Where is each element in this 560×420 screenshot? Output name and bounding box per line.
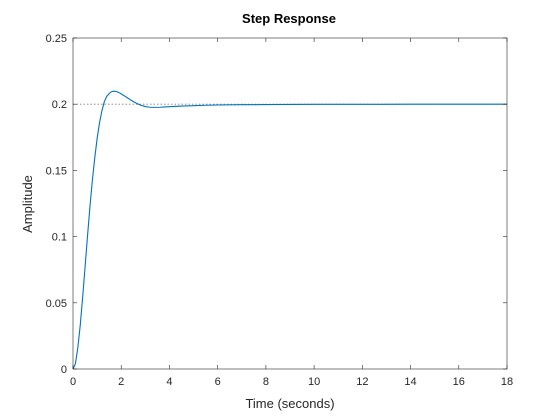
x-tick-label: 10 <box>308 376 320 388</box>
x-tick-label: 4 <box>166 376 172 388</box>
x-tick-label: 2 <box>118 376 124 388</box>
y-tick-label: 0.2 <box>52 99 67 111</box>
x-tick-label: 16 <box>453 376 465 388</box>
y-tick-label: 0.25 <box>46 33 67 45</box>
y-tick-label: 0.1 <box>52 232 67 244</box>
chart-title: Step Response <box>242 11 336 26</box>
x-tick-label: 12 <box>356 376 368 388</box>
y-tick-label: 0.05 <box>46 298 67 310</box>
y-axis-ticks: 0 0.05 0.1 0.15 0.2 0.25 <box>46 33 507 376</box>
series-layer <box>72 90 507 370</box>
y-tick-label: 0 <box>61 364 67 376</box>
x-tick-label: 0 <box>70 376 76 388</box>
y-axis-label: Amplitude <box>20 175 35 233</box>
y-tick-label: 0.15 <box>46 165 67 177</box>
plot-area <box>73 38 507 369</box>
axes-box <box>72 37 508 370</box>
x-tick-label: 18 <box>501 376 513 388</box>
x-tick-label: 14 <box>404 376 416 388</box>
x-axis-ticks: 0 2 4 6 8 10 12 14 16 18 <box>70 38 513 388</box>
x-tick-label: 8 <box>263 376 269 388</box>
step-response-line <box>72 90 507 370</box>
x-axis-label: Time (seconds) <box>245 396 334 411</box>
x-tick-label: 6 <box>215 376 221 388</box>
